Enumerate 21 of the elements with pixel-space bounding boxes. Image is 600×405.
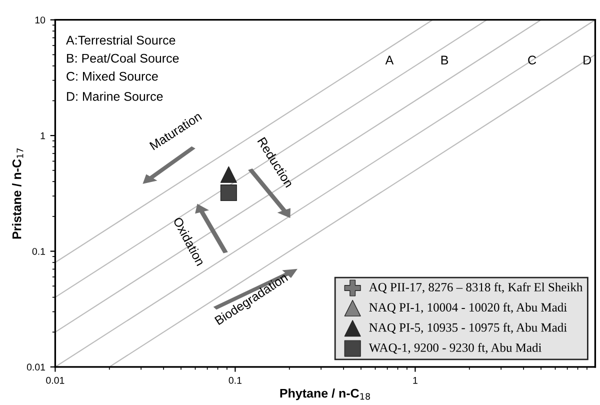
annotation: D (584, 56, 592, 64)
annotation: A (385, 56, 394, 64)
legend-label: NAQ PI-1, 10004 - 10020 ft, Abu Madi (369, 302, 567, 314)
annotation: B: Peat/Coal Source (67, 54, 179, 63)
annotation: B (441, 56, 448, 64)
y-axis-title: Pristane / n-C$_{17}$ (12, 148, 24, 239)
y-tick-label: 0.1 (32, 248, 46, 255)
annotation: C: Mixed Source (66, 72, 158, 81)
legend-label: AQ PII-17, 8276 – 8318 ft, Kafr El Sheikh (368, 282, 583, 294)
legend-label: WAQ-1, 9200 - 9230 ft, Abu Madi (368, 342, 542, 354)
y-tick-label: 10 (35, 16, 46, 24)
annotation: C (528, 56, 536, 65)
x-tick-label: 0.01 (46, 376, 64, 384)
y-tick-label: 0.01 (26, 364, 46, 371)
x-tick-label: 0.1 (228, 376, 242, 384)
legend-label: NAQ PI-5, 10935 - 10975 ft, Abu Madi (369, 322, 567, 334)
annotation: A:Terrestrial Source (66, 35, 176, 45)
annotation: D: Marine Source (67, 92, 163, 101)
x-tick-label: 1 (413, 377, 418, 384)
y-tick-label: 1 (40, 132, 46, 140)
x-axis-title: Phytane / n-C$_{18}$ (280, 388, 370, 400)
